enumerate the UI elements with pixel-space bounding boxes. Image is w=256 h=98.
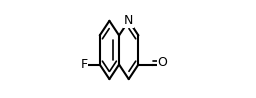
Text: F: F: [81, 58, 88, 71]
Text: N: N: [124, 14, 133, 27]
Text: O: O: [157, 56, 167, 69]
